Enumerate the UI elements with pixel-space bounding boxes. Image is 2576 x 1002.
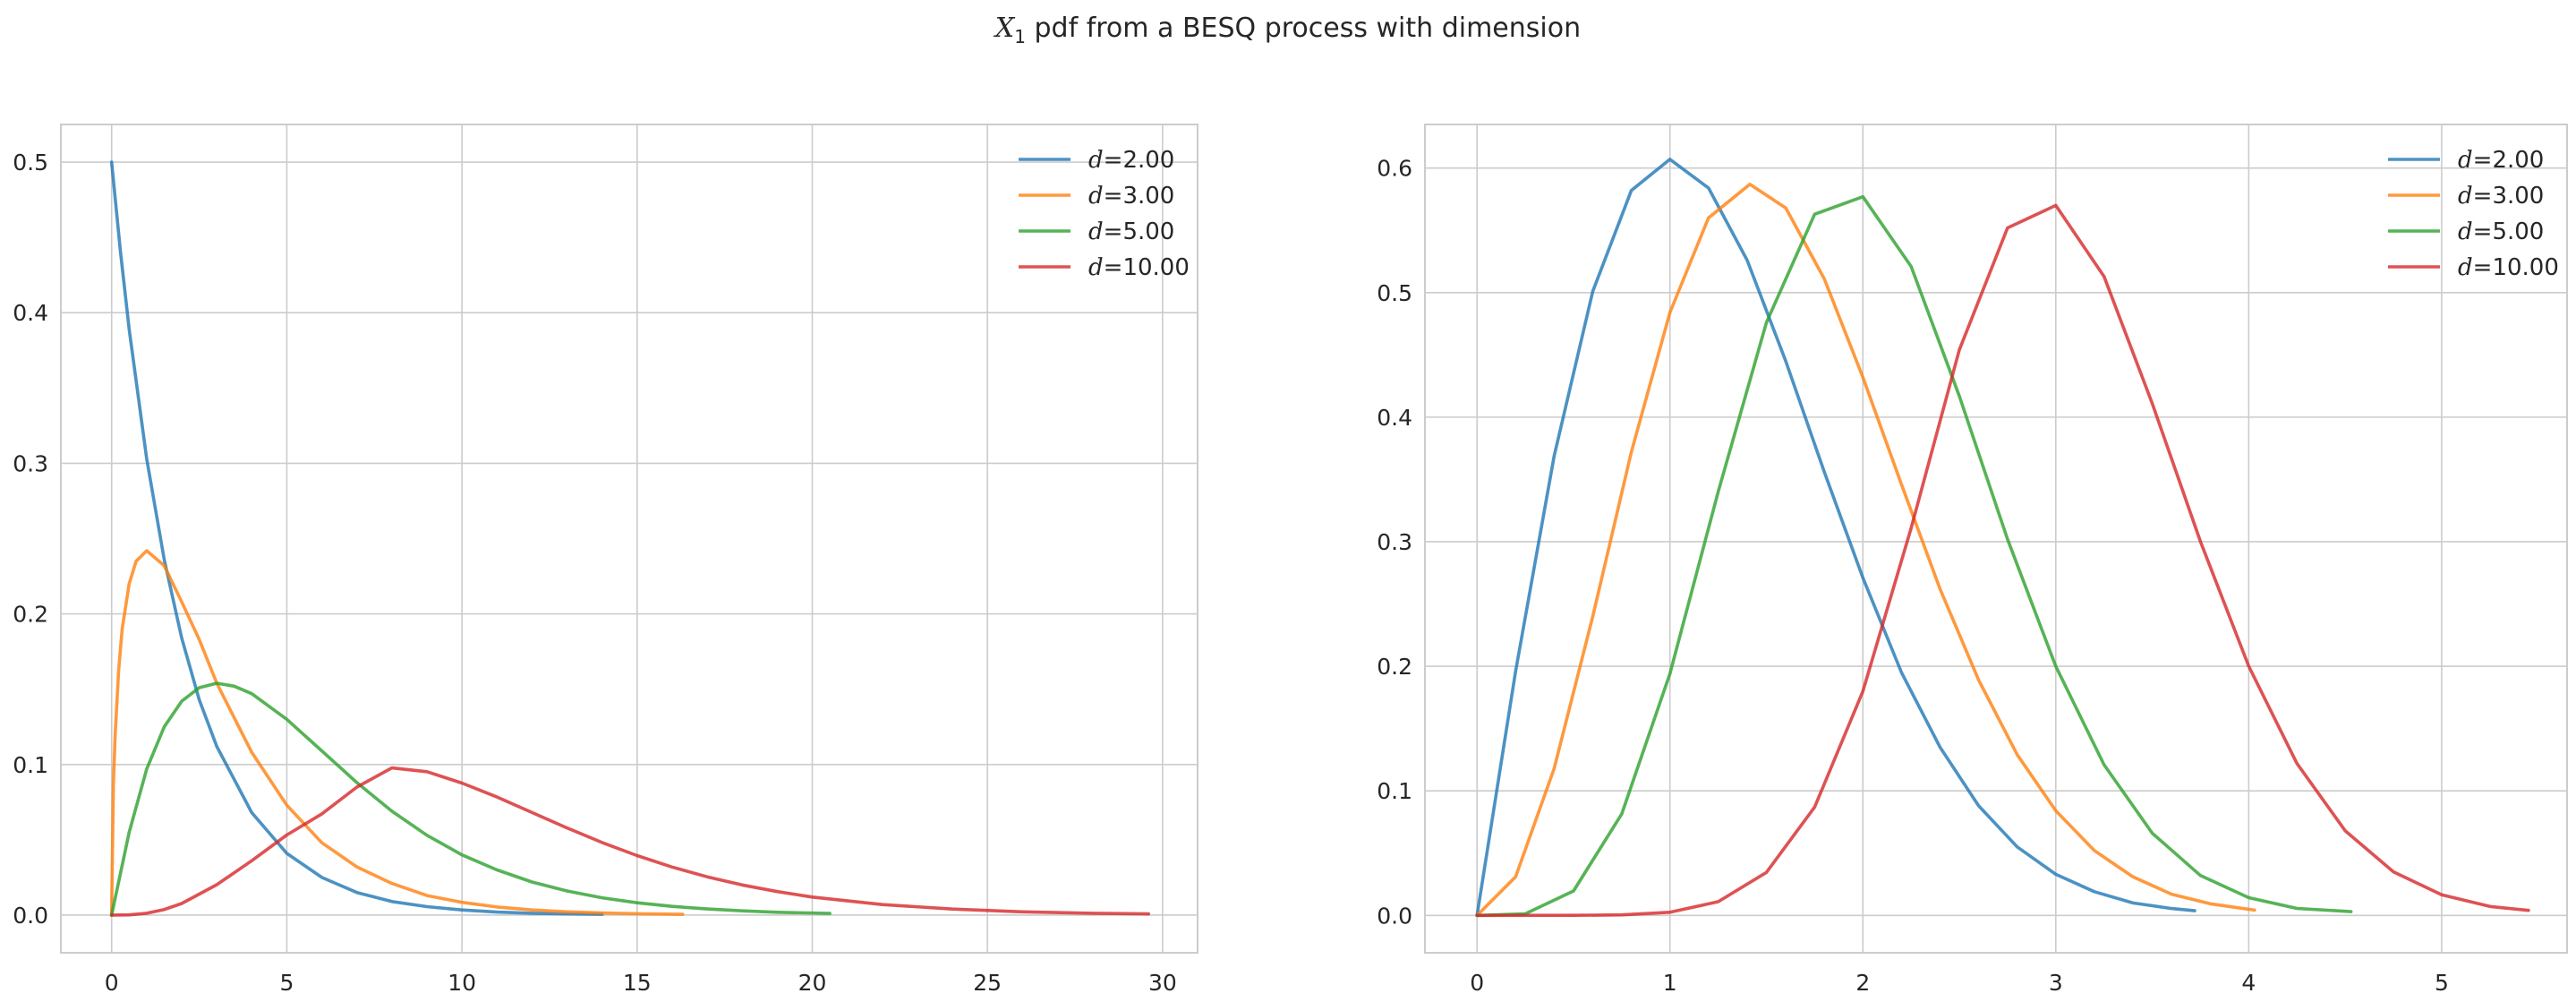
x-tick-label: 4 — [2241, 970, 2256, 996]
legend-label: d=10.00 — [2458, 254, 2559, 281]
legend-label: d=2.00 — [2458, 147, 2544, 174]
x-tick-label: 30 — [1148, 970, 1177, 996]
plot-frame — [60, 124, 1198, 954]
plot-frame — [1424, 124, 2568, 954]
series-line-d-2-00 — [109, 160, 604, 916]
y-tick-label: 0.0 — [1377, 903, 1412, 929]
y-tick-label: 0.2 — [1377, 654, 1412, 680]
legend-label: d=3.00 — [2458, 183, 2544, 210]
x-tick-label: 20 — [798, 970, 827, 996]
right-chart-panel: 0 1 2 3 4 5 0.0 0.1 0.2 0.3 0.4 0.5 0.6 d=2.00 d=3.00 d… — [1377, 124, 2568, 996]
x-tick-label: 5 — [2435, 970, 2449, 996]
series-line-d-2-00 — [1475, 158, 2196, 918]
x-tick-label: 2 — [1855, 970, 1870, 996]
series-line-d-10-00 — [1475, 203, 2530, 918]
y-tick-label: 0.3 — [13, 450, 48, 476]
y-tick-label: 0.5 — [13, 150, 48, 176]
x-tick-label: 1 — [1663, 970, 1677, 996]
y-tick-label: 0.3 — [1377, 529, 1412, 555]
y-tick-label: 0.1 — [1377, 778, 1412, 804]
legend-label: d=3.00 — [1088, 183, 1174, 210]
series-line-d-3-00 — [109, 549, 685, 917]
series-line-d-5-00 — [1475, 194, 2353, 918]
x-tick-label: 5 — [279, 970, 294, 996]
legend-label: d=2.00 — [1088, 147, 1174, 174]
y-tick-label: 0.5 — [1377, 280, 1412, 306]
legend-label: d=5.00 — [1088, 218, 1174, 245]
y-tick-label: 0.0 — [13, 903, 48, 929]
title-text: pdf from a BESQ process with dimension — [1025, 13, 1582, 44]
y-tick-label: 0.1 — [13, 752, 48, 778]
x-tick-label: 0 — [1470, 970, 1484, 996]
left-chart-panel: 0 5 10 15 20 25 30 0.0 0.1 0.2 0.3 0.4 0.5 d=2.00 d=3.… — [13, 124, 1198, 996]
y-tick-label: 0.2 — [13, 602, 48, 628]
title-subscript: 1 — [1014, 26, 1026, 47]
y-tick-label: 0.4 — [1377, 405, 1412, 431]
x-tick-label: 3 — [2049, 970, 2063, 996]
y-tick-label: 0.4 — [13, 300, 48, 326]
series-line-d-5-00 — [109, 681, 832, 917]
y-tick-label: 0.6 — [1377, 156, 1412, 182]
figure-title: X1 pdf from a BESQ process with dimensio… — [0, 13, 2576, 47]
title-variable: X — [994, 13, 1015, 44]
x-tick-label: 25 — [973, 970, 1002, 996]
x-tick-label: 10 — [448, 970, 476, 996]
series-line-d-10-00 — [109, 766, 1150, 917]
x-tick-label: 15 — [623, 970, 652, 996]
legend-label: d=10.00 — [1088, 254, 1190, 281]
x-tick-label: 0 — [105, 970, 119, 996]
legend-label: d=5.00 — [2458, 218, 2544, 245]
series-line-d-3-00 — [1475, 183, 2256, 918]
